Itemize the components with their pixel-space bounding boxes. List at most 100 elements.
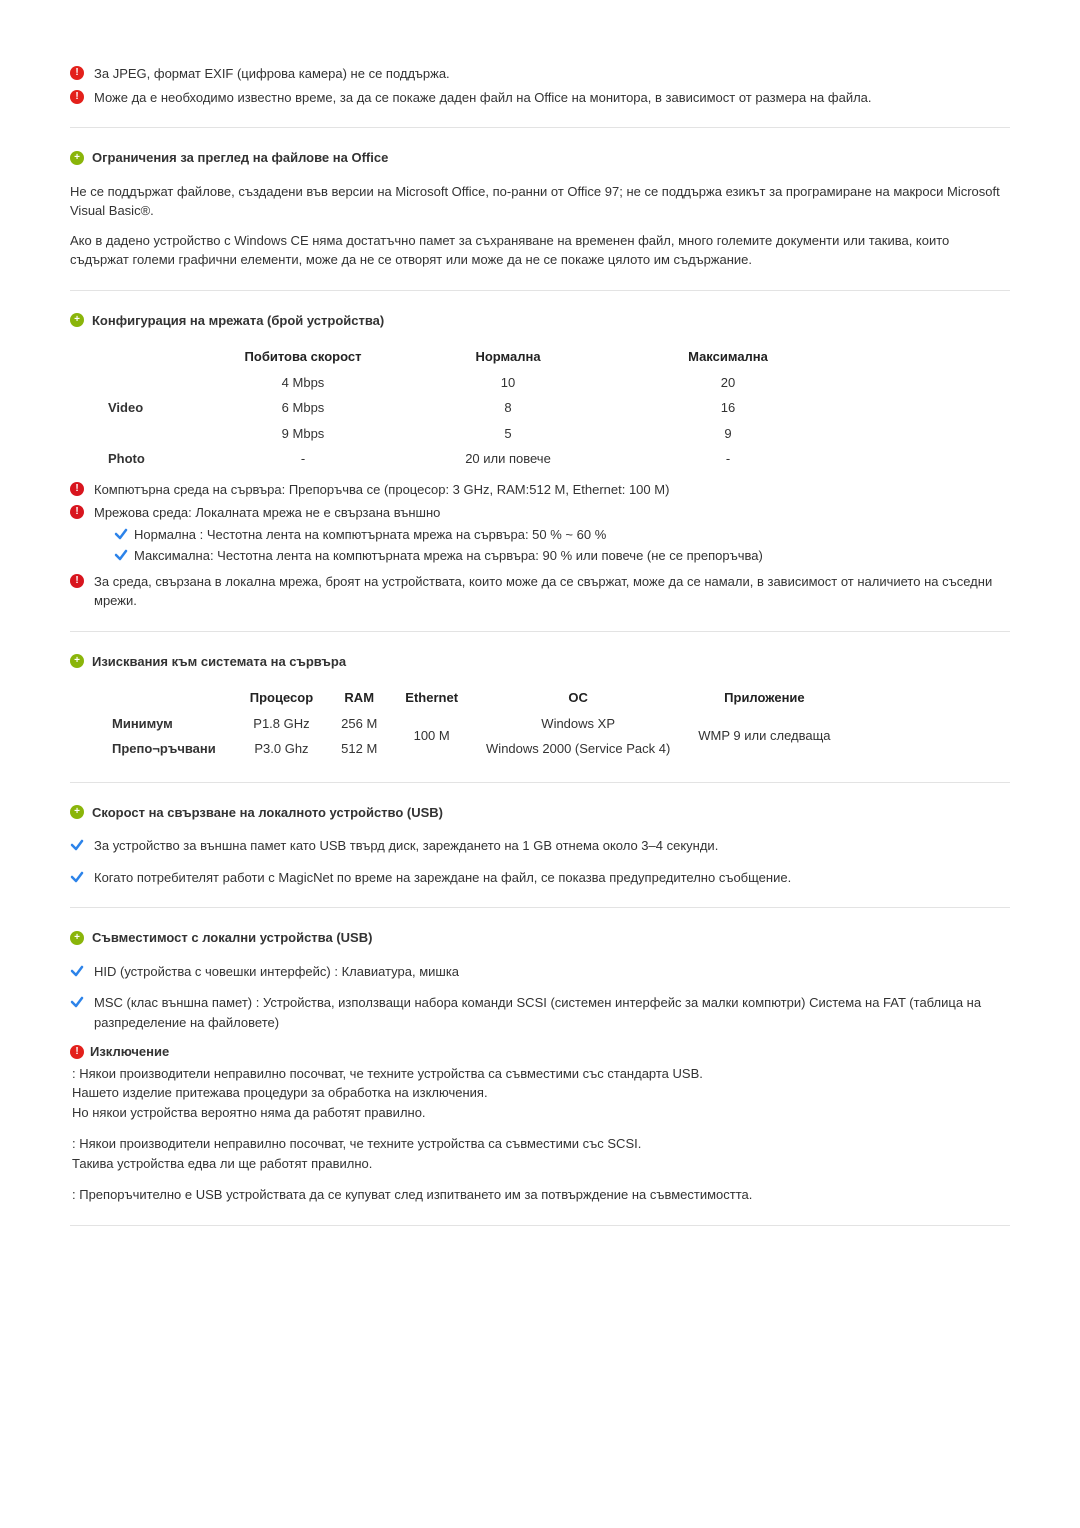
note-item: ! Може да е необходимо известно време, з… xyxy=(70,88,1010,108)
section-header-usb-compat: + Съвместимост с локални устройства (USB… xyxy=(70,928,1010,948)
table-row: 9 Mbps 5 9 xyxy=(98,421,838,447)
col-app: Приложение xyxy=(684,685,844,711)
col-os: ОС xyxy=(472,685,684,711)
cell: - xyxy=(618,446,838,472)
col-bitrate: Побитова скорост xyxy=(208,344,398,370)
check-icon xyxy=(114,527,130,541)
check-icon xyxy=(70,995,88,1009)
note-item: ! Мрежова среда: Локалната мрежа не е св… xyxy=(70,503,1010,568)
plus-icon: + xyxy=(70,313,84,327)
network-notes: ! Компютърна среда на сървъра: Препоръчв… xyxy=(70,480,1010,611)
table-row: Video 6 Mbps 8 16 xyxy=(98,395,838,421)
col-eth: Ethernet xyxy=(391,685,472,711)
exception-paragraph: : Някои производители неправилно посочва… xyxy=(72,1134,1010,1173)
note-text: За среда, свързана в локална мрежа, броя… xyxy=(94,572,1010,611)
exception-paragraph: : Някои производители неправилно посочва… xyxy=(72,1064,1010,1123)
note-text: Може да е необходимо известно време, за … xyxy=(94,88,1010,108)
sub-note: Нормална : Честотна лента на компютърнат… xyxy=(114,525,763,545)
note-item: Когато потребителят работи с MagicNet по… xyxy=(70,868,1010,888)
section-header-net-config: + Конфигурация на мрежата (брой устройст… xyxy=(70,311,1010,331)
note-item: ! Компютърна среда на сървъра: Препоръчв… xyxy=(70,480,1010,500)
table-row: Photo - 20 или повече - xyxy=(98,446,838,472)
note-text: MSC (клас външна памет) : Устройства, из… xyxy=(94,993,1010,1032)
cell: P1.8 GHz xyxy=(236,711,327,737)
note-text: HID (устройства с човешки интерфейс) : К… xyxy=(94,962,1010,982)
row-label xyxy=(98,370,208,396)
plus-icon: + xyxy=(70,151,84,165)
table-header-row: Процесор RAM Ethernet ОС Приложение xyxy=(98,685,845,711)
cell: 100 M xyxy=(391,711,472,762)
row-label: Photo xyxy=(98,446,208,472)
note-text: За JPEG, формат EXIF (цифрова камера) не… xyxy=(94,64,1010,84)
cell: 9 Mbps xyxy=(208,421,398,447)
sub-note-text: Максимална: Честотна лента на компютърна… xyxy=(134,546,763,566)
cell: 10 xyxy=(398,370,618,396)
section-title: Изисквания към системата на сървъра xyxy=(92,652,346,672)
note-text: Компютърна среда на сървъра: Препоръчва … xyxy=(94,480,669,500)
note-item: ! За JPEG, формат EXIF (цифрова камера) … xyxy=(70,64,1010,84)
col-cpu: Процесор xyxy=(236,685,327,711)
cell: 9 xyxy=(618,421,838,447)
plus-icon: + xyxy=(70,931,84,945)
check-icon xyxy=(70,870,88,884)
check-icon xyxy=(70,964,88,978)
section-title: Съвместимост с локални устройства (USB) xyxy=(92,928,372,948)
section-header-usb-speed: + Скорост на свързване на локалното устр… xyxy=(70,803,1010,823)
row-label: Video xyxy=(98,395,208,421)
divider xyxy=(70,782,1010,783)
section-title: Ограничения за преглед на файлове на Off… xyxy=(92,148,388,168)
check-icon xyxy=(70,838,88,852)
col-max: Максимална xyxy=(618,344,838,370)
sub-note: Максимална: Честотна лента на компютърна… xyxy=(114,546,763,566)
cell: 16 xyxy=(618,395,838,421)
cell: 5 xyxy=(398,421,618,447)
network-config-table: Побитова скорост Нормална Максимална 4 M… xyxy=(98,344,838,472)
note-text: Когато потребителят работи с MagicNet по… xyxy=(94,868,1010,888)
table-row: 4 Mbps 10 20 xyxy=(98,370,838,396)
exclamation-icon: ! xyxy=(70,505,88,519)
divider xyxy=(70,290,1010,291)
cell: 6 Mbps xyxy=(208,395,398,421)
cell: 512 M xyxy=(327,736,391,762)
exception-title: ! Изключение xyxy=(70,1042,1010,1062)
cell: 20 или повече xyxy=(398,446,618,472)
note-text: Мрежова среда: Локалната мрежа не е свър… xyxy=(94,503,763,568)
check-icon xyxy=(114,548,130,562)
note-item: MSC (клас външна памет) : Устройства, из… xyxy=(70,993,1010,1032)
col-ram: RAM xyxy=(327,685,391,711)
exception-title-text: Изключение xyxy=(90,1042,169,1062)
divider xyxy=(70,127,1010,128)
cell: Windows 2000 (Service Pack 4) xyxy=(472,736,684,762)
section-header-office-limits: + Ограничения за преглед на файлове на O… xyxy=(70,148,1010,168)
table-row: Минимум P1.8 GHz 256 M 100 M Windows XP … xyxy=(98,711,845,737)
cell: 256 M xyxy=(327,711,391,737)
system-requirements-table: Процесор RAM Ethernet ОС Приложение Мини… xyxy=(98,685,845,762)
note-text: За устройство за външна памет като USB т… xyxy=(94,836,1010,856)
plus-icon: + xyxy=(70,654,84,668)
row-label: Минимум xyxy=(98,711,236,737)
divider xyxy=(70,1225,1010,1226)
note-item: ! За среда, свързана в локална мрежа, бр… xyxy=(70,572,1010,611)
exclamation-icon: ! xyxy=(70,66,88,80)
plus-icon: + xyxy=(70,805,84,819)
note-item: За устройство за външна памет като USB т… xyxy=(70,836,1010,856)
exclamation-icon: ! xyxy=(70,574,88,588)
table-header-row: Побитова скорост Нормална Максимална xyxy=(98,344,838,370)
row-label xyxy=(98,421,208,447)
cell: 4 Mbps xyxy=(208,370,398,396)
exclamation-icon: ! xyxy=(70,1045,84,1059)
cell: WMP 9 или следваща xyxy=(684,711,844,762)
cell: 20 xyxy=(618,370,838,396)
paragraph: Не се поддържат файлове, създадени във в… xyxy=(70,182,1010,221)
exclamation-icon: ! xyxy=(70,90,88,104)
divider xyxy=(70,631,1010,632)
cell: - xyxy=(208,446,398,472)
divider xyxy=(70,907,1010,908)
section-title: Скорост на свързване на локалното устрой… xyxy=(92,803,443,823)
cell: Windows XP xyxy=(472,711,684,737)
note-text-line: Мрежова среда: Локалната мрежа не е свър… xyxy=(94,503,763,523)
exception-paragraph: : Препоръчително е USB устройствата да с… xyxy=(72,1185,1010,1205)
note-item: HID (устройства с човешки интерфейс) : К… xyxy=(70,962,1010,982)
paragraph: Ако в дадено устройство с Windows CE ням… xyxy=(70,231,1010,270)
section-title: Конфигурация на мрежата (брой устройства… xyxy=(92,311,384,331)
